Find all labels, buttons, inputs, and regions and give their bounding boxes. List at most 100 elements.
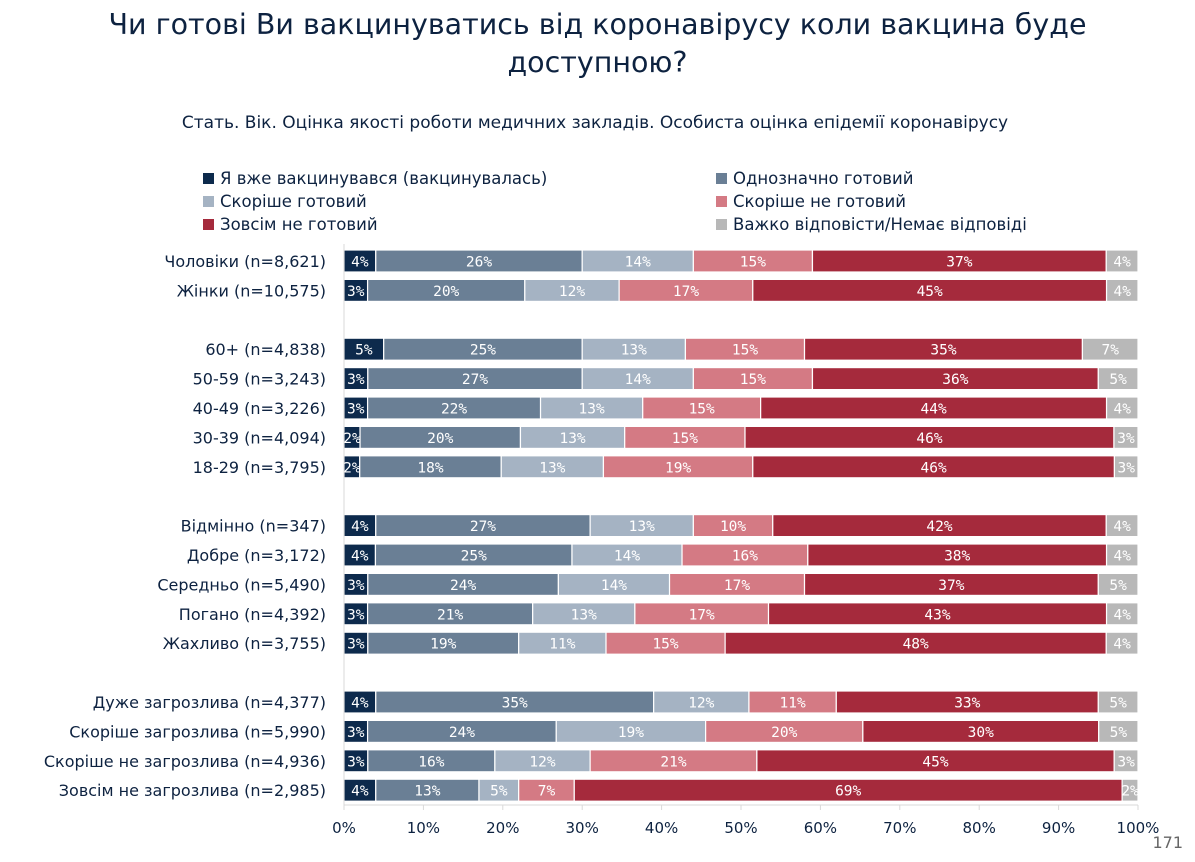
bar-segment bbox=[1097, 572, 1139, 597]
data-label: 4% bbox=[351, 519, 369, 535]
data-label: 13% bbox=[579, 402, 605, 418]
x-tick-label: 50% bbox=[724, 819, 757, 837]
bar-segment bbox=[1113, 455, 1139, 479]
data-label: 11% bbox=[780, 696, 806, 712]
data-label: 17% bbox=[673, 284, 699, 300]
bar-segment bbox=[1105, 513, 1139, 538]
data-label: 12% bbox=[529, 754, 555, 770]
bar-segment bbox=[1121, 778, 1139, 802]
data-label: 20% bbox=[771, 725, 797, 741]
data-label: 46% bbox=[916, 431, 942, 447]
data-label: 4% bbox=[1114, 549, 1132, 565]
data-label: 4% bbox=[351, 255, 369, 271]
data-label: 3% bbox=[347, 754, 365, 770]
data-label: 2% bbox=[343, 460, 361, 476]
data-label: 4% bbox=[1114, 402, 1132, 418]
bar-segment bbox=[1097, 690, 1139, 714]
data-label: 25% bbox=[461, 549, 487, 565]
category-label: Скоріше не загрозлива (n=4,936) bbox=[44, 752, 326, 771]
data-label: 4% bbox=[1113, 637, 1131, 653]
data-label: 5% bbox=[1109, 696, 1127, 712]
data-label: 5% bbox=[355, 343, 373, 359]
data-label: 19% bbox=[618, 725, 644, 741]
category-label: 40-49 (n=3,226) bbox=[193, 399, 326, 418]
data-label: 21% bbox=[437, 607, 463, 623]
legend-item-rather-not-ready: Скоріше не готовий bbox=[716, 190, 906, 212]
data-label: 45% bbox=[917, 284, 943, 300]
category-label: Середньо (n=5,490) bbox=[157, 575, 326, 594]
legend-swatch-rather-not-ready bbox=[716, 195, 727, 207]
data-label: 13% bbox=[629, 519, 655, 535]
data-label: 22% bbox=[441, 402, 467, 418]
category-label: Погано (n=4,392) bbox=[179, 605, 326, 624]
data-label: 18% bbox=[417, 460, 443, 476]
data-label: 46% bbox=[921, 460, 947, 476]
page-number: 171 bbox=[1152, 833, 1183, 852]
category-label: Жінки (n=10,575) bbox=[177, 281, 326, 300]
data-label: 15% bbox=[652, 637, 678, 653]
x-tick-label: 70% bbox=[883, 819, 916, 837]
data-label: 13% bbox=[559, 431, 585, 447]
category-label: 18-29 (n=3,795) bbox=[193, 458, 326, 477]
data-label: 33% bbox=[954, 696, 980, 712]
category-label: Чоловіки (n=8,621) bbox=[164, 252, 326, 271]
data-label: 19% bbox=[430, 637, 456, 653]
data-label: 14% bbox=[601, 578, 627, 594]
data-label: 15% bbox=[740, 372, 766, 388]
data-label: 44% bbox=[921, 402, 947, 418]
x-tick-label: 30% bbox=[566, 819, 599, 837]
legend-swatch-not-ready bbox=[203, 218, 214, 230]
data-label: 27% bbox=[470, 519, 496, 535]
data-label: 3% bbox=[347, 637, 365, 653]
data-label: 35% bbox=[502, 696, 528, 712]
data-label: 17% bbox=[724, 578, 750, 594]
chart-subtitle: Стать. Вік. Оцінка якості роботи медични… bbox=[181, 113, 1009, 133]
legend-swatch-hard-to-say bbox=[716, 218, 727, 230]
data-label: 3% bbox=[347, 725, 365, 741]
legend-swatch-vaccinated bbox=[203, 172, 214, 184]
data-label: 12% bbox=[688, 696, 714, 712]
legend-item-hard-to-say: Важко відповісти/Немає відповіді bbox=[716, 213, 1027, 235]
bar-segment bbox=[1113, 749, 1139, 773]
legend-label-not-ready: Зовсім не готовий bbox=[220, 214, 378, 234]
data-label: 3% bbox=[347, 607, 365, 623]
category-label: 50-59 (n=3,243) bbox=[193, 370, 326, 389]
data-label: 12% bbox=[559, 284, 585, 300]
data-label: 2% bbox=[343, 431, 361, 447]
legend-swatch-rather-ready bbox=[203, 195, 214, 207]
bar-segment bbox=[1105, 396, 1139, 420]
category-label: Відмінно (n=347) bbox=[181, 517, 326, 536]
data-label: 3% bbox=[1117, 754, 1135, 770]
data-label: 4% bbox=[1113, 519, 1131, 535]
data-label: 37% bbox=[938, 578, 964, 594]
category-label: 60+ (n=4,838) bbox=[205, 340, 326, 359]
data-label: 30% bbox=[968, 725, 994, 741]
data-label: 3% bbox=[347, 372, 365, 388]
x-tick-label: 100% bbox=[1117, 819, 1160, 837]
x-tick-label: 80% bbox=[963, 819, 996, 837]
data-label: 3% bbox=[1117, 460, 1135, 476]
data-label: 5% bbox=[1110, 725, 1128, 741]
bar-segment bbox=[1105, 631, 1139, 655]
x-tick-label: 90% bbox=[1042, 819, 1075, 837]
bar-segment bbox=[1105, 249, 1139, 273]
legend-item-vaccinated: Я вже вакцинувався (вакцинувалась) bbox=[203, 167, 547, 189]
legend-item-not-ready: Зовсім не готовий bbox=[203, 213, 378, 235]
data-label: 3% bbox=[1117, 431, 1135, 447]
data-label: 10% bbox=[720, 519, 746, 535]
data-label: 24% bbox=[450, 578, 476, 594]
data-label: 11% bbox=[549, 637, 575, 653]
chart-title: Чи готові Ви вакцинуватись від коронавір… bbox=[108, 8, 1087, 79]
data-label: 15% bbox=[672, 431, 698, 447]
legend-swatch-definitely-ready bbox=[716, 172, 727, 184]
legend-label-hard-to-say: Важко відповісти/Немає відповіді bbox=[733, 214, 1027, 234]
legend-label-vaccinated: Я вже вакцинувався (вакцинувалась) bbox=[220, 168, 548, 188]
data-label: 42% bbox=[926, 519, 952, 535]
data-label: 3% bbox=[347, 402, 365, 418]
x-tick-label: 60% bbox=[804, 819, 837, 837]
data-label: 21% bbox=[660, 754, 686, 770]
bar-segment bbox=[1097, 367, 1139, 391]
data-label: 7% bbox=[538, 784, 556, 800]
legend-label-rather-not-ready: Скоріше не готовий bbox=[733, 191, 906, 211]
